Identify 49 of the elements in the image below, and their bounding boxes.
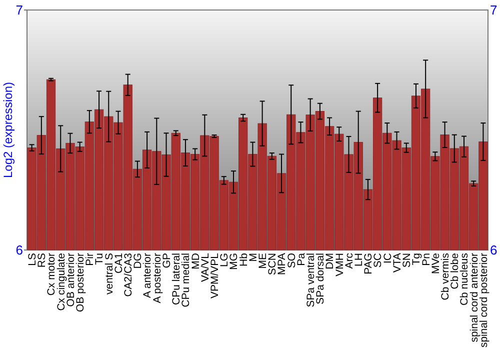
x-tick-label: CA1 (112, 252, 125, 274)
x-tick-label: Cb vermis (439, 253, 452, 300)
x-tick-label: VTA (391, 253, 404, 273)
x-tick-label: SPa ventral (305, 253, 317, 308)
x-tick-label: VA/VL (199, 252, 212, 282)
x-tick-label: SPa dorsal (314, 253, 327, 304)
y-axis-title: Log2 (expression) (1, 82, 15, 178)
x-tick-label: SO (286, 253, 298, 268)
x-tick-label: IC (382, 252, 394, 264)
x-tick-label: spinal cord posterior (478, 252, 490, 348)
x-tick-label: MD (190, 252, 202, 270)
x-tick-label: Cb lobe (449, 252, 462, 290)
x-tick-label: MG (228, 253, 240, 270)
x-tick-label: ventral S (103, 253, 116, 294)
x-tick-label: LH (353, 253, 366, 266)
x-tick-label: SC (372, 252, 384, 268)
x-tick-label: A anterior (142, 252, 154, 298)
x-tick-label: LS (26, 253, 38, 266)
x-tick-label: ME (256, 253, 269, 269)
x-tick-label: Tu (94, 252, 106, 265)
x-tick-label: M (247, 253, 260, 262)
x-tick-label: Tg (410, 252, 423, 266)
x-tick-label: VMH (334, 253, 346, 276)
x-tick-label: Pir (84, 252, 96, 266)
x-tick-label: DG (132, 253, 144, 269)
x-tick-label: LG (218, 253, 231, 268)
x-tick-label: Cx cingulate (55, 252, 68, 311)
x-tick-label: Arc (343, 253, 356, 269)
x-tick-label: PAG (362, 253, 375, 274)
x-tick-label: OB anterior (64, 252, 77, 307)
x-tick-label: CPu medial (180, 253, 192, 308)
y2-tick-label: 7 (490, 2, 498, 18)
x-tick-label: RS (36, 253, 48, 268)
x-tick-label: DM (324, 253, 336, 270)
y2-tick-label: 6 (490, 242, 498, 258)
x-tick-label: A posterior (151, 252, 164, 304)
x-tick-label: Cb nucleus (458, 253, 471, 306)
x-tick-label: MVe (430, 252, 442, 274)
x-tick-label: MPA (276, 253, 288, 275)
x-tick-label: CA2/CA3 (122, 252, 135, 297)
x-tick-label: Pa (295, 252, 308, 266)
x-tick-label: SN (401, 253, 414, 268)
x-tick-label: spinal cord anterior (468, 252, 480, 342)
x-tick-label: GP (160, 253, 173, 268)
x-tick-label: Cx motor (46, 252, 58, 296)
x-tick-label: Hb (238, 252, 250, 266)
x-tick-label: OB posterior (74, 252, 86, 312)
x-tick-label: VPM/VPL (208, 252, 221, 299)
x-tick-label: SCN (266, 253, 279, 276)
